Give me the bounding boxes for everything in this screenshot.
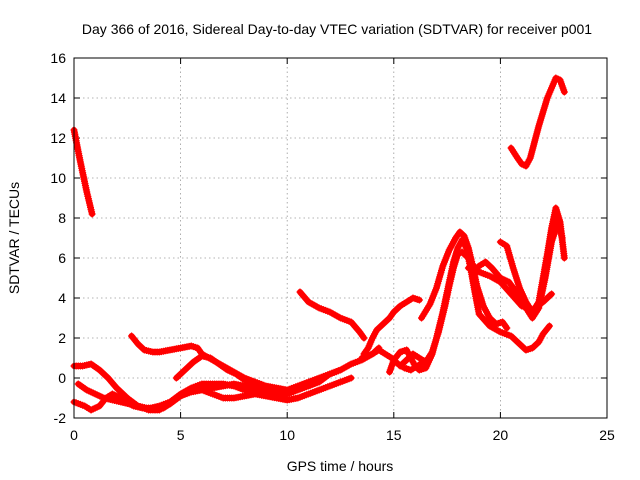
x-tick-label: 10 xyxy=(279,427,295,443)
y-axis-title: SDTVAR / TECUs xyxy=(6,182,22,294)
chart-title: Day 366 of 2016, Sidereal Day-to-day VTE… xyxy=(82,21,592,37)
data-series-4 xyxy=(74,374,355,414)
plus-markers xyxy=(507,74,568,170)
x-axis-title: GPS time / hours xyxy=(287,458,394,474)
data-series-13 xyxy=(507,74,568,170)
y-tick-label: 4 xyxy=(58,290,66,306)
y-tick-label: 0 xyxy=(58,370,66,386)
y-tick-label: 12 xyxy=(50,130,66,146)
x-tick-label: 15 xyxy=(386,427,402,443)
y-tick-label: 8 xyxy=(58,210,66,226)
y-tick-label: -2 xyxy=(54,410,67,426)
plus-markers xyxy=(358,346,434,374)
plus-markers xyxy=(296,288,368,342)
x-tick-label: 20 xyxy=(493,427,509,443)
y-tick-label: 16 xyxy=(50,50,66,66)
y-tick-label: 2 xyxy=(58,330,66,346)
plus-markers xyxy=(418,228,511,332)
y-tick-label: 14 xyxy=(50,90,66,106)
data-series-15 xyxy=(358,346,434,374)
data-series-6 xyxy=(172,352,283,398)
data-series-12 xyxy=(496,204,568,316)
data-series-10 xyxy=(418,228,511,332)
x-tick-label: 25 xyxy=(599,427,615,443)
data-series-7 xyxy=(296,288,368,342)
data-series-group xyxy=(70,74,568,414)
plot-frame xyxy=(73,57,608,419)
x-tick-label: 0 xyxy=(70,427,78,443)
plus-markers xyxy=(172,352,283,398)
y-tick-label: 10 xyxy=(50,170,66,186)
plus-markers xyxy=(74,374,355,414)
grid xyxy=(74,58,607,418)
plus-markers xyxy=(360,294,423,358)
plus-markers xyxy=(496,204,568,316)
data-series-14 xyxy=(360,294,423,358)
x-tick-label: 5 xyxy=(177,427,185,443)
y-tick-label: 6 xyxy=(58,250,66,266)
data-series-1 xyxy=(70,126,96,218)
